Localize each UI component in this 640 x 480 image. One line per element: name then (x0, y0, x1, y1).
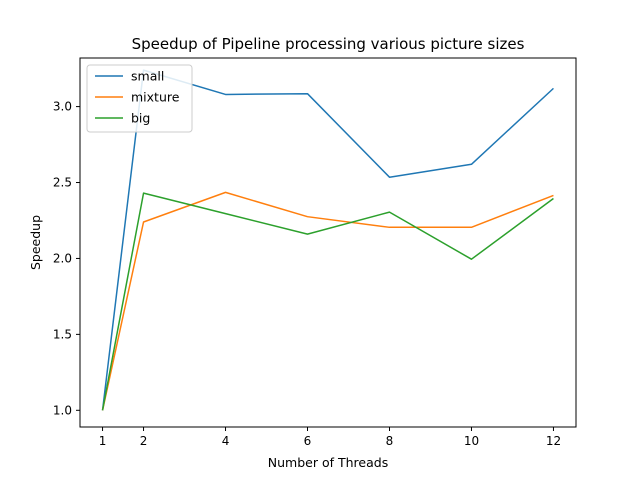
y-tick-label: 2.5 (53, 176, 72, 190)
x-axis-label: Number of Threads (268, 455, 388, 470)
legend-box (86, 64, 193, 133)
y-tick-label: 1.5 (53, 327, 72, 341)
x-axis: 1 2 4 6 8 10 12 (99, 427, 561, 448)
y-tick-label: 3.0 (53, 100, 72, 114)
series-line-big (101, 192, 554, 411)
legend-label-big: big (131, 111, 150, 126)
axes-frame (79, 57, 577, 428)
legend: small mixture big (86, 64, 193, 133)
x-tick-label: 8 (386, 434, 394, 448)
x-tick-label: 6 (304, 434, 312, 448)
y-tick-label: 2.0 (53, 251, 72, 265)
x-tick-label: 12 (546, 434, 561, 448)
chart-title: Speedup of Pipeline processing various p… (132, 35, 525, 53)
series-line-mixture (101, 191, 554, 411)
y-tick-label: 1.0 (53, 403, 72, 417)
x-tick-label: 2 (140, 434, 148, 448)
y-axis-label: Speedup (28, 215, 43, 270)
x-tick-label: 4 (222, 434, 230, 448)
legend-label-small: small (131, 69, 164, 84)
x-tick-label: 1 (99, 434, 107, 448)
legend-label-mixture: mixture (131, 90, 180, 105)
y-axis: 1.0 1.5 2.0 2.5 3.0 (53, 100, 80, 417)
x-tick-label: 10 (464, 434, 479, 448)
